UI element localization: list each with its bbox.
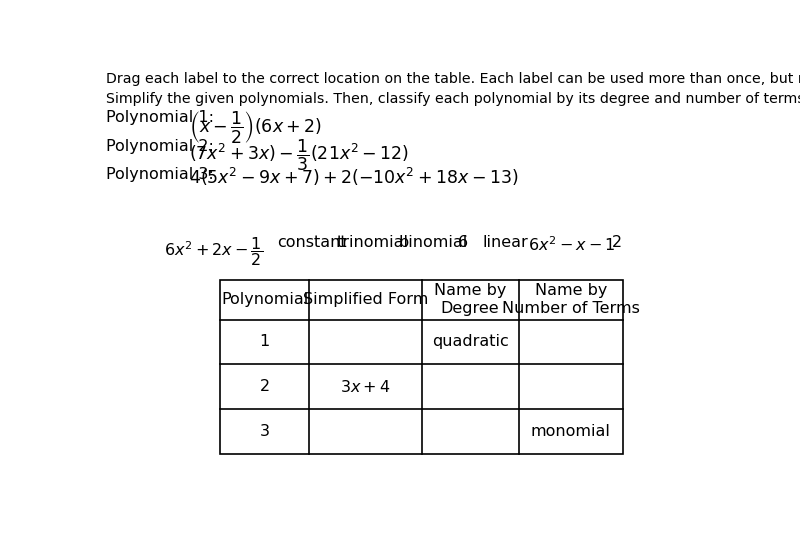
- Text: Simplified Form: Simplified Form: [302, 292, 428, 307]
- Text: $\left(x - \dfrac{1}{2}\right)(6x + 2)$: $\left(x - \dfrac{1}{2}\right)(6x + 2)$: [189, 109, 322, 144]
- Text: $6x^2 - x - 1$: $6x^2 - x - 1$: [528, 235, 615, 254]
- Text: quadratic: quadratic: [432, 334, 509, 350]
- Text: Drag each label to the correct location on the table. Each label can be used mor: Drag each label to the correct location …: [106, 71, 800, 86]
- Text: $4(5x^2 - 9x + 7) + 2(-10x^2 + 18x - 13)$: $4(5x^2 - 9x + 7) + 2(-10x^2 + 18x - 13)…: [189, 166, 518, 188]
- Text: $(7x^2 + 3x) - \dfrac{1}{3}(21x^2 - 12)$: $(7x^2 + 3x) - \dfrac{1}{3}(21x^2 - 12)$: [189, 137, 410, 173]
- Text: Polynomial 1:: Polynomial 1:: [106, 110, 214, 125]
- Text: constant: constant: [277, 235, 346, 250]
- Text: 3: 3: [260, 424, 270, 439]
- Text: 2: 2: [611, 235, 622, 250]
- Text: Polynomial 2:: Polynomial 2:: [106, 139, 214, 154]
- Text: Polynomial 3:: Polynomial 3:: [106, 167, 214, 182]
- Text: Polynomial: Polynomial: [221, 292, 308, 307]
- Text: binomial: binomial: [398, 235, 468, 250]
- Text: linear: linear: [482, 235, 528, 250]
- Text: 1: 1: [259, 334, 270, 350]
- Text: Simplify the given polynomials. Then, classify each polynomial by its degree and: Simplify the given polynomials. Then, cl…: [106, 92, 800, 106]
- Text: 6: 6: [458, 235, 468, 250]
- Text: Name by
Number of Terms: Name by Number of Terms: [502, 283, 640, 317]
- Text: $3x + 4$: $3x + 4$: [340, 378, 390, 394]
- Text: trinomial: trinomial: [336, 235, 408, 250]
- Bar: [220, 280, 623, 454]
- Text: $6x^2 + 2x - \dfrac{1}{2}$: $6x^2 + 2x - \dfrac{1}{2}$: [164, 235, 263, 268]
- Text: 2: 2: [260, 379, 270, 394]
- Text: Name by
Degree: Name by Degree: [434, 283, 506, 317]
- Text: monomial: monomial: [531, 424, 610, 439]
